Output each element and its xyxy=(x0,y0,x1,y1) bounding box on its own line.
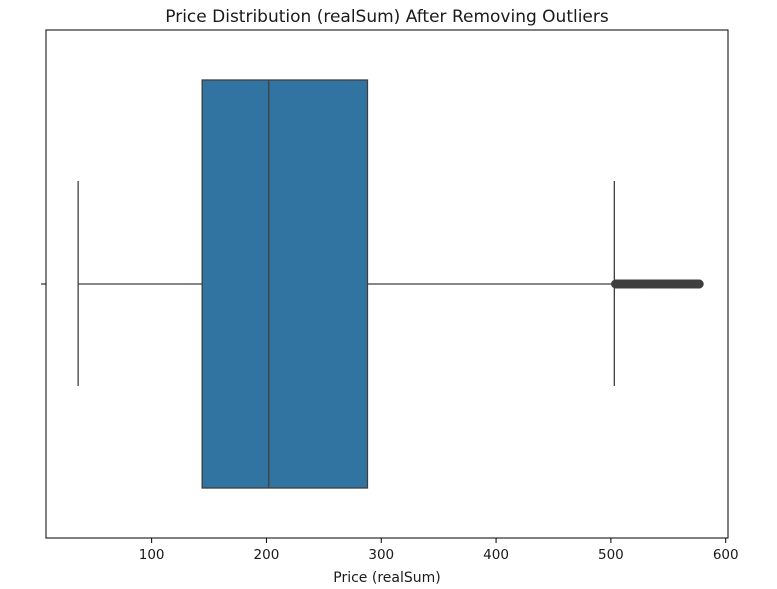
x-tick-label: 300 xyxy=(368,547,394,563)
box-plot xyxy=(77,79,704,489)
x-axis-label: Price (realSum) xyxy=(333,570,440,586)
flier-points xyxy=(611,279,704,289)
x-tick-label: 500 xyxy=(598,547,624,563)
flier-point xyxy=(694,279,704,289)
x-tick-label: 600 xyxy=(713,547,739,563)
chart-title: Price Distribution (realSum) After Remov… xyxy=(165,7,609,27)
x-axis-ticks: 100 200 300 400 500 600 xyxy=(139,538,739,563)
x-tick-label: 200 xyxy=(254,547,280,563)
x-tick-label: 400 xyxy=(483,547,509,563)
box-iqr xyxy=(201,79,369,489)
x-tick-label: 100 xyxy=(139,547,165,563)
